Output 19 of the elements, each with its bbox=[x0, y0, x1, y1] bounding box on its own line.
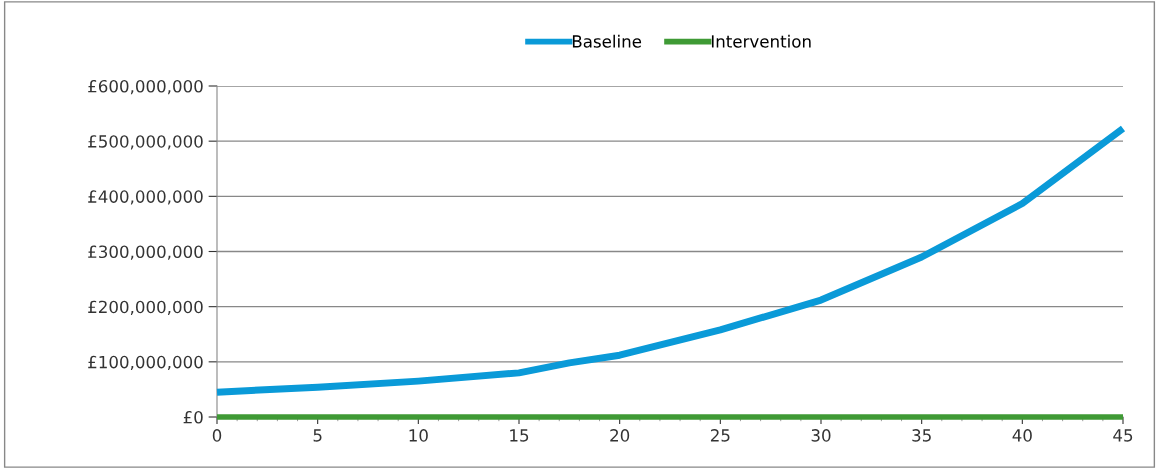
x-tick-label: 30 bbox=[811, 429, 831, 442]
legend-label: Intervention bbox=[711, 34, 811, 48]
x-tick-label: 15 bbox=[510, 429, 529, 442]
x-tick-label: 25 bbox=[710, 429, 730, 442]
x-tick-label: 35 bbox=[912, 429, 931, 442]
x-tick-label: 20 bbox=[610, 429, 630, 442]
y-tick-label: £500,000,000 bbox=[88, 135, 203, 150]
y-tick-label: £600,000,000 bbox=[88, 79, 203, 95]
x-tick-label: 40 bbox=[1012, 429, 1032, 442]
y-tick-label: £300,000,000 bbox=[88, 245, 203, 260]
y-tick-label: £200,000,000 bbox=[88, 300, 203, 315]
x-tick-label: 45 bbox=[1113, 429, 1133, 442]
legend-label: Baseline bbox=[572, 34, 642, 48]
x-tick-label: 10 bbox=[409, 429, 428, 442]
x-tick-label: 5 bbox=[313, 429, 322, 442]
y-tick-label: £0 bbox=[183, 410, 203, 424]
y-tick-label: £400,000,000 bbox=[88, 190, 203, 205]
y-tick-label: £100,000,000 bbox=[88, 355, 203, 371]
x-tick-label: 0 bbox=[212, 429, 222, 442]
